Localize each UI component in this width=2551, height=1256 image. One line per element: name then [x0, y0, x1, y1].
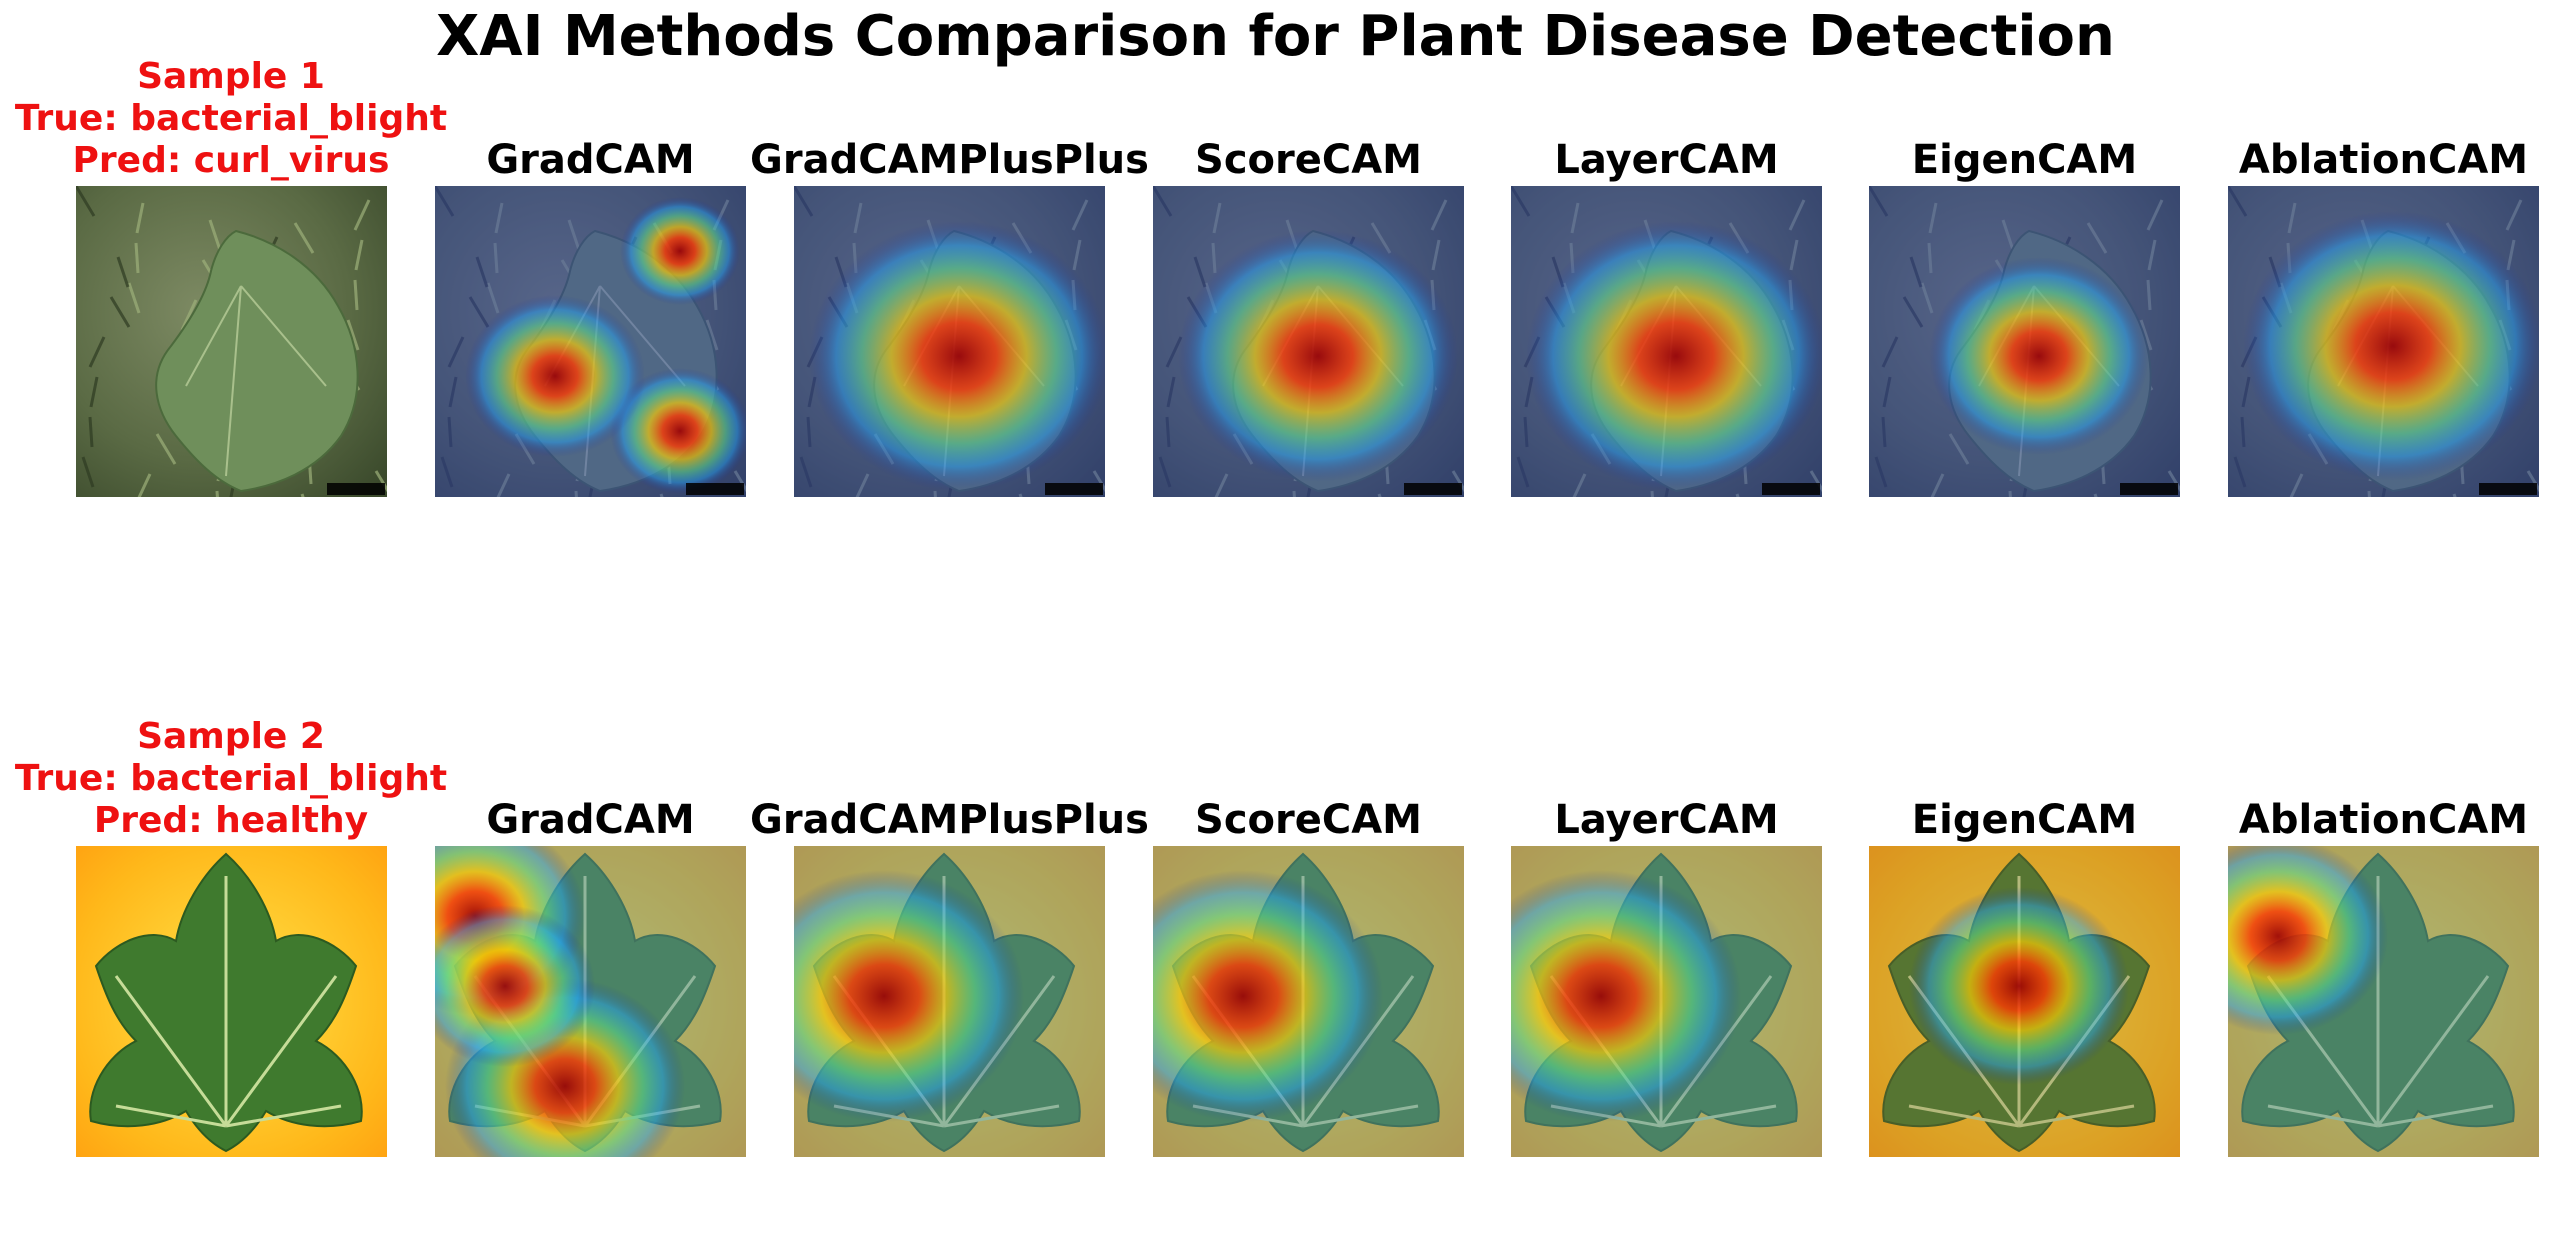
- method-title: GradCAMPlusPlus: [750, 137, 1149, 183]
- method-title: GradCAMPlusPlus: [750, 797, 1149, 843]
- ablationcam-overlay-image: [2228, 846, 2539, 1157]
- cotton-leaf-on-yellow-background-image: [76, 846, 387, 1157]
- method-title: GradCAM: [486, 797, 695, 843]
- sample-name: Sample 1: [137, 56, 325, 97]
- gradcamplusplus-overlay-image: [794, 186, 1105, 497]
- method-title: EigenCAM: [1911, 797, 2138, 843]
- scorecam-overlay-image: [1153, 846, 1464, 1157]
- sample-row: Sample 1 True: bacterial_blight Pred: curl…: [0, 56, 2551, 596]
- watermark-strip: [1762, 483, 1820, 495]
- eigencam-overlay-image: [1869, 186, 2180, 497]
- watermark-strip: [686, 483, 744, 495]
- layercam-overlay-image: [1511, 846, 1822, 1157]
- watermark-strip: [327, 483, 385, 495]
- watermark-strip: [2120, 483, 2178, 495]
- cotton-leaf-on-weeds-image: [76, 186, 387, 497]
- method-title: AblationCAM: [2238, 137, 2529, 183]
- sample-row: Sample 2 True: bacterial_blight Pred: heal…: [0, 716, 2551, 1256]
- gradcamplusplus-overlay-image: [794, 846, 1105, 1157]
- gradcam-overlay-image: [435, 846, 746, 1157]
- sample-label: Sample 2 True: bacterial_blight Pred: heal…: [0, 716, 462, 842]
- method-title: ScoreCAM: [1195, 797, 1422, 843]
- method-title: ScoreCAM: [1195, 137, 1422, 183]
- gradcam-overlay-image: [435, 186, 746, 497]
- watermark-strip: [2479, 483, 2537, 495]
- watermark-strip: [1404, 483, 1462, 495]
- method-title: AblationCAM: [2238, 797, 2529, 843]
- sample-label: Sample 1 True: bacterial_blight Pred: curl…: [0, 56, 462, 182]
- true-label: True: bacterial_blight: [14, 98, 448, 139]
- method-title: EigenCAM: [1911, 137, 2138, 183]
- pred-label: Pred: curl_virus: [72, 140, 390, 181]
- layercam-overlay-image: [1511, 186, 1822, 497]
- ablationcam-overlay-image: [2228, 186, 2539, 497]
- method-title: LayerCAM: [1554, 137, 1779, 183]
- true-label: True: bacterial_blight: [14, 758, 448, 799]
- pred-label: Pred: healthy: [93, 800, 369, 841]
- scorecam-overlay-image: [1153, 186, 1464, 497]
- method-title: LayerCAM: [1554, 797, 1779, 843]
- figure-title: XAI Methods Comparison for Plant Disease…: [436, 4, 2115, 69]
- watermark-strip: [1045, 483, 1103, 495]
- sample-name: Sample 2: [137, 716, 325, 757]
- eigencam-overlay-image: [1869, 846, 2180, 1157]
- method-title: GradCAM: [486, 137, 695, 183]
